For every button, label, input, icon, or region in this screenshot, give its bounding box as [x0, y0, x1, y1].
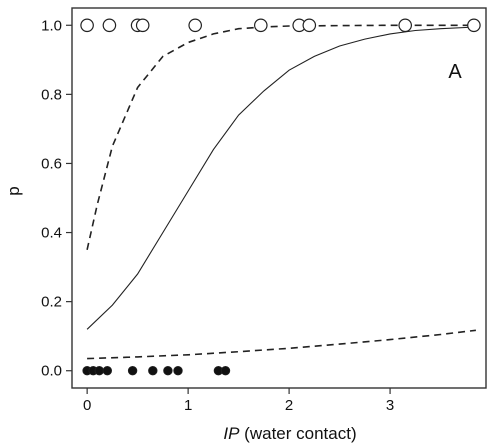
- filled-data-point: [94, 366, 105, 376]
- filled-data-point: [163, 366, 173, 376]
- upper-confidence-curve: [86, 24, 476, 250]
- open-data-point: [80, 18, 94, 33]
- y-tick-label: 0.2: [41, 294, 62, 311]
- filled-data-point: [220, 366, 231, 376]
- filled-data-point: [102, 366, 113, 376]
- x-tick-label: 0: [83, 397, 91, 414]
- x-axis-label-rest: (water contact): [239, 424, 356, 443]
- fitted-curves: [86, 24, 476, 360]
- open-data-point: [253, 18, 268, 33]
- open-data-point: [467, 18, 481, 33]
- y-axis-ticks: 0.0 0.2 0.4 0.6 0.8 1.0: [41, 17, 72, 380]
- open-data-point: [188, 18, 202, 33]
- filled-data-point: [148, 366, 158, 376]
- x-axis-ticks: 0 1 2 3: [83, 388, 394, 414]
- y-tick-label: 0.8: [41, 86, 62, 103]
- plot-frame: [71, 7, 487, 389]
- open-data-point: [102, 18, 117, 33]
- y-tick-label: 0.0: [41, 363, 62, 380]
- x-tick-label: 2: [285, 397, 293, 414]
- open-data-point: [135, 18, 150, 33]
- observed-points: [80, 18, 481, 376]
- filled-data-point: [173, 366, 183, 376]
- filled-data-point: [127, 366, 138, 376]
- y-tick-label: 0.4: [41, 225, 62, 242]
- y-axis-label: p: [4, 186, 23, 195]
- open-data-point: [302, 18, 317, 33]
- open-data-point: [398, 18, 412, 33]
- fitted-curve: [86, 26, 476, 330]
- y-tick-label: 0.6: [41, 155, 62, 172]
- lower-confidence-curve: [87, 329, 476, 360]
- x-tick-label: 1: [184, 397, 192, 414]
- x-axis-label-italic: IP: [223, 424, 240, 443]
- x-tick-label: 3: [386, 397, 394, 414]
- x-axis-label: IP (water contact): [223, 424, 356, 443]
- panel-label: A: [448, 61, 462, 83]
- y-tick-label: 1.0: [41, 17, 62, 34]
